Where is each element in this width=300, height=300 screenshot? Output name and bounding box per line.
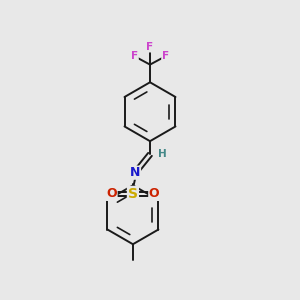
Text: F: F (162, 51, 169, 62)
Text: S: S (128, 187, 138, 201)
Text: F: F (131, 51, 138, 62)
Text: F: F (146, 42, 154, 52)
Text: H: H (158, 149, 167, 159)
Text: O: O (106, 188, 117, 200)
Text: N: N (130, 166, 140, 179)
Text: O: O (149, 188, 159, 200)
